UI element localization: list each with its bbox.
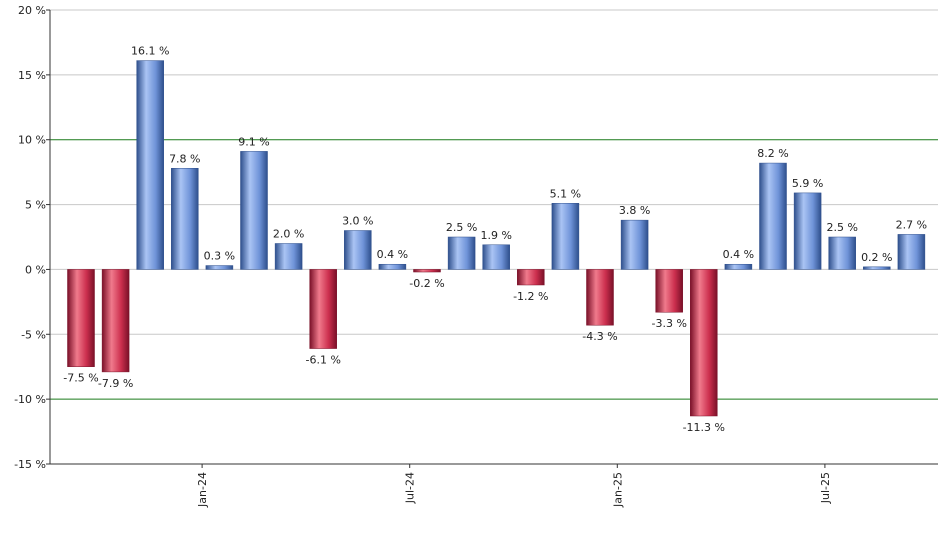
bar: [655, 269, 683, 313]
y-tick-label: -5 %: [21, 328, 46, 341]
bar-value-label: 1.9 %: [480, 229, 511, 242]
bar-value-label: 9.1 %: [238, 135, 269, 148]
y-tick-label: 20 %: [18, 4, 46, 17]
axes: 20 % 15 % 10 % 5 % 0 % -5 % -10 % -15 % Jan-24 Ju…: [14, 4, 938, 508]
y-tick-label: -15 %: [14, 458, 46, 471]
bar: [101, 269, 130, 373]
bar: [828, 236, 856, 270]
y-tick-label: 10 %: [18, 134, 46, 147]
data-labels: -7.5 % -7.9 % 16.1 % 7.8 % 0.3 % 9.1 % 2.0 % -6…: [63, 45, 927, 434]
bar: [482, 244, 510, 270]
bar-value-label: 0.4 %: [377, 248, 408, 261]
bar: [205, 265, 234, 270]
bar: [586, 269, 614, 326]
bar: [759, 162, 787, 270]
bar: [517, 269, 545, 286]
bar-value-label: 3.0 %: [342, 215, 373, 228]
bar-value-label: 5.9 %: [792, 177, 823, 190]
bar-value-label: 2.5 %: [826, 221, 857, 234]
bar: [551, 203, 580, 270]
y-tick-label: -10 %: [14, 393, 46, 406]
bars: [67, 60, 926, 417]
x-tick-label: Jul-25: [819, 472, 832, 504]
y-tick-label: 0 %: [25, 263, 46, 276]
bar: [274, 243, 303, 270]
bar-value-label: 8.2 %: [757, 147, 788, 160]
bar: [793, 192, 822, 270]
bar-value-label: 0.3 %: [204, 250, 235, 263]
bar: [378, 263, 407, 270]
bar: [240, 151, 268, 270]
x-tick-label: Jan-24: [196, 472, 209, 508]
bar-value-label: -11.3 %: [683, 421, 725, 434]
bar: [344, 230, 372, 270]
y-tick-label: 15 %: [18, 69, 46, 82]
bar: [863, 266, 891, 270]
bar: [413, 269, 441, 273]
bar-value-label: 0.2 %: [861, 251, 892, 264]
bar: [447, 236, 476, 270]
bar-value-label: 7.8 %: [169, 152, 200, 165]
bar-value-label: -6.1 %: [305, 354, 340, 367]
bar-value-label: 2.5 %: [446, 221, 477, 234]
bar-value-label: -7.5 %: [63, 372, 98, 385]
y-tick-label: 5 %: [25, 199, 46, 212]
bar: [724, 263, 753, 270]
bar-value-label: -1.2 %: [513, 290, 548, 303]
bar-value-label: -4.3 %: [582, 330, 617, 343]
bar-value-label: 2.0 %: [273, 227, 304, 240]
x-tick-label: Jul-24: [404, 472, 417, 504]
bar: [136, 60, 164, 270]
bar-value-label: 5.1 %: [550, 187, 581, 200]
bar: [67, 269, 95, 367]
x-tick-label: Jan-25: [611, 472, 624, 508]
bar-value-label: 2.7 %: [896, 218, 927, 231]
bar: [309, 269, 337, 349]
bar: [897, 234, 926, 270]
bar-value-label: -0.2 %: [409, 277, 444, 290]
bar-value-label: 0.4 %: [723, 248, 754, 261]
bar-value-label: 3.8 %: [619, 204, 650, 217]
bar: [620, 219, 649, 270]
bar-value-label: -3.3 %: [651, 317, 686, 330]
bar-value-label: -7.9 %: [98, 377, 133, 390]
bar: [171, 168, 199, 270]
bar: [690, 269, 718, 417]
bar-value-label: 16.1 %: [131, 45, 169, 58]
